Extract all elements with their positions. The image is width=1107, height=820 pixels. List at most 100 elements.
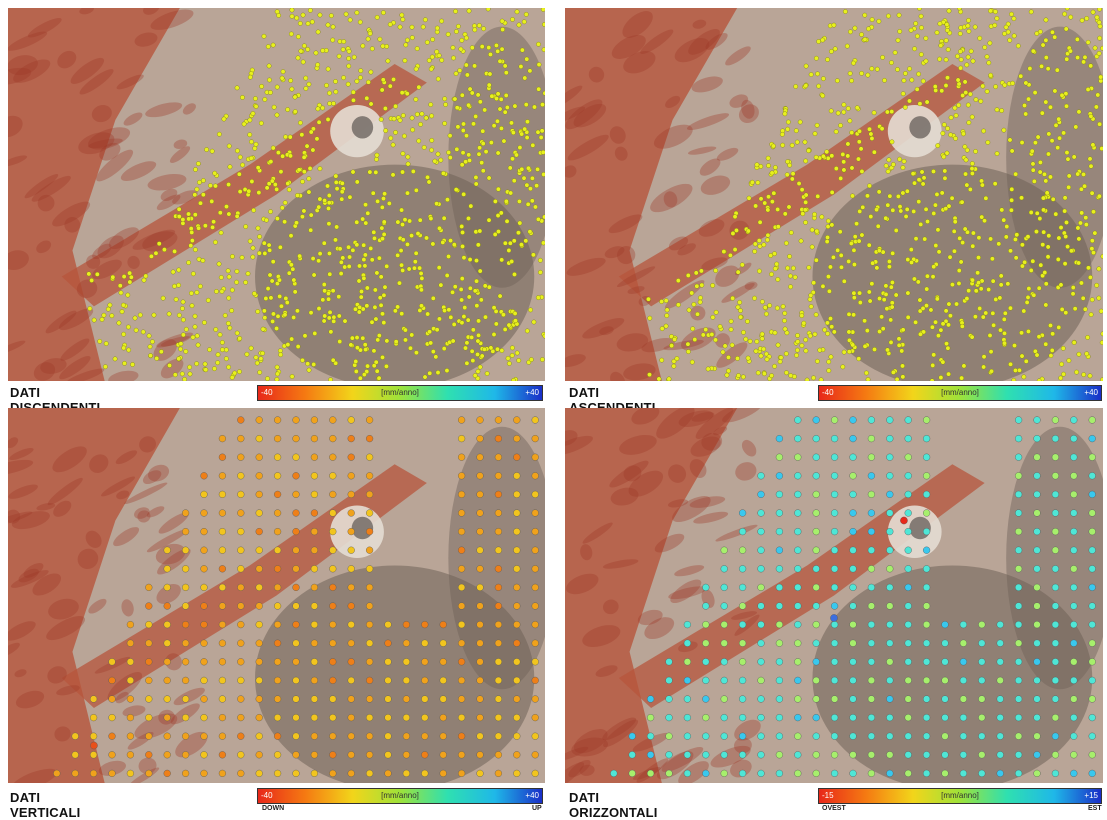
measurement-point [745,355,751,361]
measurement-point [434,327,440,333]
red-ridge-area [565,8,738,381]
measurement-point [189,303,195,309]
grid-point [867,658,876,666]
measurement-point [1079,210,1085,216]
measurement-point [924,99,930,105]
measurement-point [803,158,809,164]
grid-point [310,509,319,517]
measurement-point [956,102,962,108]
measurement-point [754,162,760,168]
measurement-point [399,90,405,96]
measurement-point [1062,195,1068,201]
terrain-texture [8,31,48,51]
grid-point [384,769,392,778]
grid-point [867,769,876,778]
grid-point [978,751,986,759]
measurement-point [885,347,890,353]
grid-point [292,714,300,722]
measurement-point [1090,142,1096,148]
measurement-point [1043,302,1049,308]
measurement-point [931,211,937,216]
measurement-point [694,283,700,289]
measurement-point [887,193,893,199]
measurement-point [506,361,512,366]
terrain-texture [145,102,183,118]
measurement-point [315,106,321,112]
measurement-point [194,186,200,192]
measurement-point [240,162,245,168]
grid-point [182,639,190,647]
measurement-point [130,362,135,367]
measurement-point [847,71,853,76]
terrain-texture [120,161,157,181]
grid-point [904,527,912,536]
measurement-point [973,97,979,103]
grid-point [1033,695,1041,703]
measurement-point [351,54,357,60]
measurement-point [221,116,227,122]
grid-point [831,676,839,685]
measurement-point [763,311,769,317]
grid-point [402,658,411,666]
measurement-point [414,46,420,52]
measurement-point [864,370,869,376]
grid-point [274,509,282,517]
measurement-point [1063,234,1069,239]
grid-point [702,732,710,740]
measurement-point [852,234,858,240]
measurement-point [945,47,951,52]
measurement-point [943,308,949,314]
grid-point [108,676,116,685]
grid-point [163,732,171,740]
grid-point [978,732,986,740]
measurement-point [780,142,786,148]
measurement-point [336,313,342,319]
measurement-point [510,17,515,22]
measurement-point [897,156,902,162]
measurement-point [841,349,847,355]
measurement-point [121,302,126,308]
measurement-point [325,22,331,28]
measurement-point [840,364,846,370]
measurement-point [410,169,416,174]
measurement-point [939,190,945,196]
grid-point [439,676,447,685]
measurement-point [277,294,283,299]
measurement-point [195,161,201,167]
grid-point [89,732,98,740]
measurement-point [370,190,376,196]
measurement-point [942,168,948,174]
grid-point [458,546,466,554]
colorbar-right-end-label: UP [532,805,542,812]
measurement-point [1040,42,1046,48]
grid-point [646,714,655,722]
grid-point [218,435,227,443]
grid-point [923,490,931,499]
grid-point [1070,732,1078,740]
map-vertical-svg [8,408,545,783]
measurement-point [772,363,777,369]
measurement-point [330,357,336,363]
measurement-point [140,329,146,335]
grid-point [849,583,857,592]
grid-point [812,602,820,610]
measurement-point [692,337,698,342]
measurement-point [362,263,368,269]
measurement-point [943,206,949,212]
measurement-point [470,327,476,333]
grid-point [366,583,374,592]
terrain-texture [693,511,729,524]
grid-point [1015,602,1023,610]
measurement-point [522,75,528,81]
measurement-point [1087,373,1093,379]
grid-point [1051,565,1060,573]
grid-point [831,583,839,592]
measurement-point [536,62,542,68]
measurement-point [390,142,396,148]
measurement-point [237,335,243,341]
terrain-texture [115,691,129,704]
measurement-point [337,339,343,344]
grid-point [310,527,319,536]
measurement-point [943,57,949,63]
measurement-point [412,265,417,271]
